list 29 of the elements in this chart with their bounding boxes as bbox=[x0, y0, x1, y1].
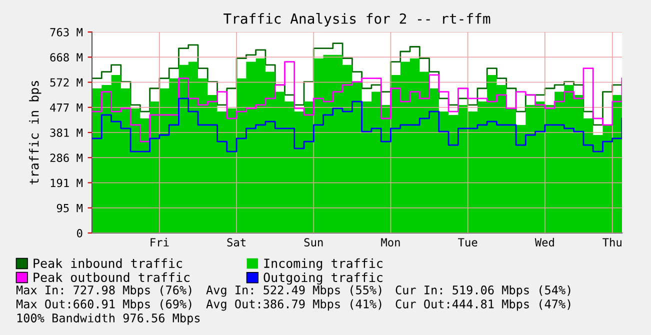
y-tick-label: 0 bbox=[77, 229, 82, 238]
legend-label: Outgoing traffic bbox=[264, 272, 382, 285]
text: Max Out:660.91 Mbps (69%) bbox=[16, 299, 192, 311]
y-tick-label: 95 M bbox=[56, 204, 82, 212]
x-tick-label: Mon bbox=[381, 238, 400, 247]
text: Avg Out:386.79 Mbps (41%) bbox=[206, 299, 382, 311]
text: Cur Out:444.81 Mbps (47%) bbox=[396, 299, 570, 311]
text: Avg In: 522.49 Mbps (55%) bbox=[206, 285, 382, 297]
y-tick-label: 572 M bbox=[50, 78, 82, 87]
y-tick-label: 668 M bbox=[50, 53, 82, 62]
x-tick-label: Tue bbox=[458, 238, 478, 247]
x-tick-label: Sun bbox=[304, 238, 323, 247]
y-axis-title: traffic in bps bbox=[29, 81, 42, 184]
y-tick-label: 191 M bbox=[50, 178, 82, 188]
x-tick-label: Sat bbox=[227, 238, 246, 247]
legend-label: Peak outbound traffic bbox=[34, 272, 190, 282]
x-tick-label: Wed bbox=[534, 238, 554, 247]
y-tick-label: 381 M bbox=[50, 128, 82, 137]
legend-label: Peak inbound traffic bbox=[34, 258, 182, 268]
x-tick-label: Fri bbox=[150, 238, 169, 246]
text: 100% Bandwidth 976.56 Mbps bbox=[17, 313, 200, 325]
y-tick-label: 763 M bbox=[50, 28, 82, 36]
text: Max In: 727.98 Mbps (76%) bbox=[16, 285, 192, 297]
x-tick-label: Thu bbox=[602, 238, 622, 247]
y-tick-label: 286 M bbox=[50, 154, 82, 162]
y-tick-label: 477 M bbox=[50, 104, 82, 112]
legend-label: Incoming traffic bbox=[264, 258, 382, 270]
chart-title: Traffic Analysis for 2 -- rt-ffm bbox=[224, 13, 490, 27]
text: Cur In: 519.06 Mbps (54%) bbox=[396, 285, 570, 297]
